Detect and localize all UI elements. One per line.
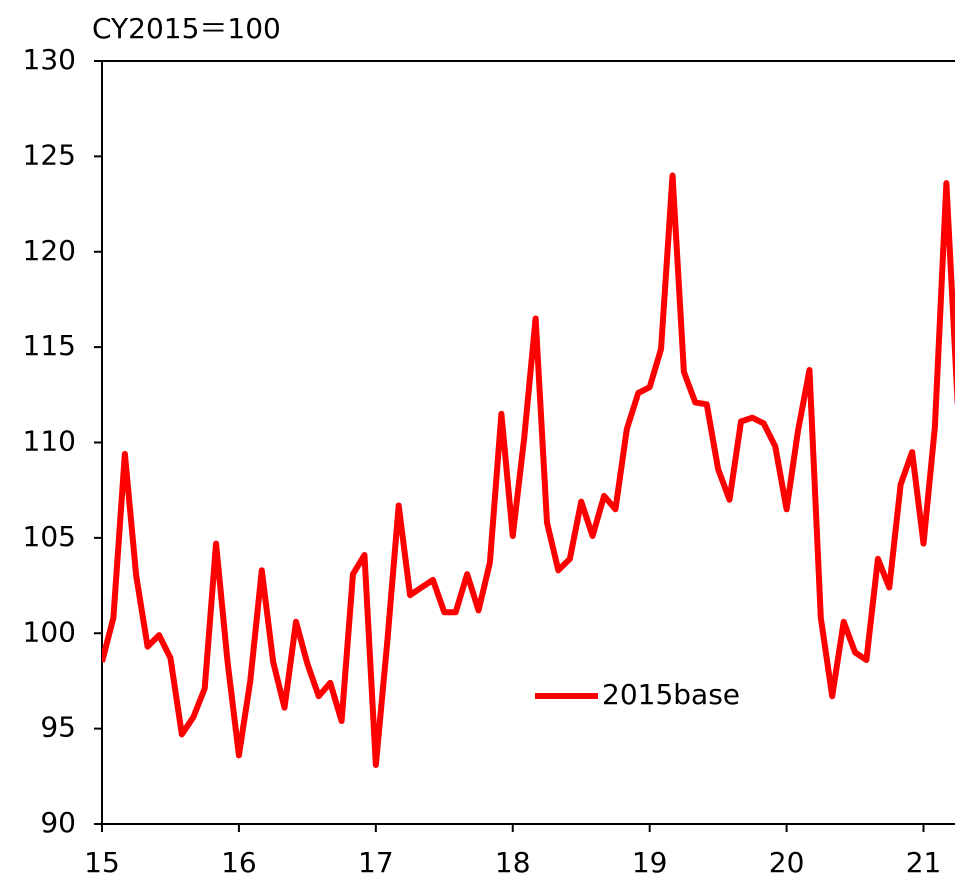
x-tick-label: 19 <box>632 846 668 879</box>
data-line <box>102 172 955 768</box>
legend-label: 2015base <box>602 678 740 711</box>
x-tick-label: 15 <box>84 846 120 879</box>
x-tick-label: 17 <box>358 846 394 879</box>
x-tick-label: 20 <box>769 846 805 879</box>
x-tick-label: 21 <box>906 846 942 879</box>
x-tick-label: 16 <box>221 846 257 879</box>
y-tick-label: 100 <box>23 615 76 648</box>
y-tick-label: 95 <box>40 711 76 744</box>
y-tick-label: 110 <box>23 425 76 458</box>
y-tick-label: 90 <box>40 806 76 839</box>
y-tick-label: 125 <box>23 138 76 171</box>
y-tick-label: 130 <box>23 43 76 76</box>
y-tick-label: 115 <box>23 329 76 362</box>
x-tick-label: 18 <box>495 846 531 879</box>
y-tick-label: 105 <box>23 520 76 553</box>
y-axis-label: CY2015＝100 <box>92 12 281 45</box>
y-tick-label: 120 <box>23 234 76 267</box>
